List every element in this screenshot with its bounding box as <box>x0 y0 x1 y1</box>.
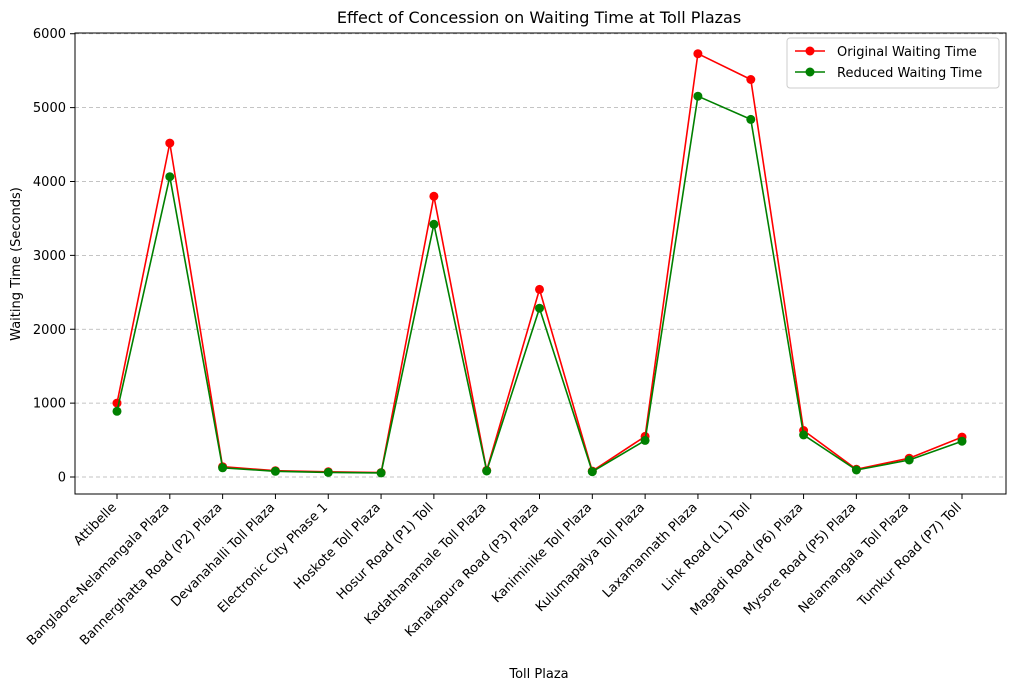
x-tick-label: Attibelle <box>71 500 120 549</box>
data-point <box>376 468 386 478</box>
legend-label-original: Original Waiting Time <box>837 45 977 60</box>
y-tick-label: 6000 <box>33 27 66 42</box>
data-point <box>640 435 650 445</box>
data-point <box>746 114 756 124</box>
series-0 <box>112 49 967 478</box>
x-tick-label: Kaniminike Toll Plaza <box>489 500 595 606</box>
series-group <box>112 49 967 478</box>
data-point <box>429 191 439 201</box>
data-point <box>904 455 914 465</box>
x-tick-label: Hoskote Toll Plaza <box>291 500 384 593</box>
data-point <box>693 49 703 59</box>
x-tick-label: Link Road (L1) Toll <box>659 500 753 594</box>
chart-title: Effect of Concession on Waiting Time at … <box>337 8 741 27</box>
legend-box <box>786 37 1000 89</box>
plot-frame <box>74 32 1007 495</box>
data-point <box>218 463 228 473</box>
data-point <box>693 91 703 101</box>
y-tick-label: 2000 <box>33 323 66 338</box>
x-tick-label: Electronic City Phase 1 <box>215 500 331 616</box>
data-point <box>165 138 175 148</box>
x-tick-label: Tumkur Road (P7) Toll <box>855 500 965 610</box>
data-point <box>851 465 861 475</box>
data-point <box>587 467 597 477</box>
data-point <box>746 75 756 84</box>
grid <box>75 33 1006 478</box>
series-line <box>116 52 963 474</box>
data-point <box>482 466 492 476</box>
data-point <box>799 430 809 440</box>
data-point <box>535 303 544 313</box>
y-tick-label: 4000 <box>33 175 66 190</box>
data-point <box>429 219 439 229</box>
legend-label-reduced: Reduced Waiting Time <box>837 66 982 81</box>
y-tick-label: 1000 <box>33 397 66 412</box>
data-point <box>323 467 333 477</box>
series-line <box>116 95 963 474</box>
y-tick-label: 3000 <box>33 249 66 264</box>
data-point <box>270 466 280 476</box>
data-point <box>165 172 175 182</box>
legend-marker-original <box>805 46 815 56</box>
y-axis-title: Waiting Time (Seconds) <box>9 187 24 341</box>
data-point <box>535 284 544 294</box>
x-axis-title: Toll Plaza <box>508 667 568 682</box>
legend: Original Waiting Time Reduced Waiting Ti… <box>786 37 1000 89</box>
legend-marker-reduced <box>805 67 815 77</box>
x-tick-label: Laxamannath Plaza <box>600 500 701 601</box>
x-tick-label: Kulumapalya Toll Plaza <box>533 500 648 615</box>
y-tick-label: 5000 <box>33 101 66 116</box>
x-tick-label: Nelamangala Toll Plaza <box>796 500 912 616</box>
x-tick-label: Devanahalli Toll Plaza <box>168 500 278 610</box>
y-axis: 0 1000 2000 3000 4000 5000 6000 <box>33 27 75 486</box>
series-1 <box>112 91 967 478</box>
y-tick-label: 0 <box>58 471 66 486</box>
data-point <box>957 436 967 446</box>
data-point <box>112 406 122 416</box>
x-tick-label: Hosur Road (P1) Toll <box>334 500 437 603</box>
